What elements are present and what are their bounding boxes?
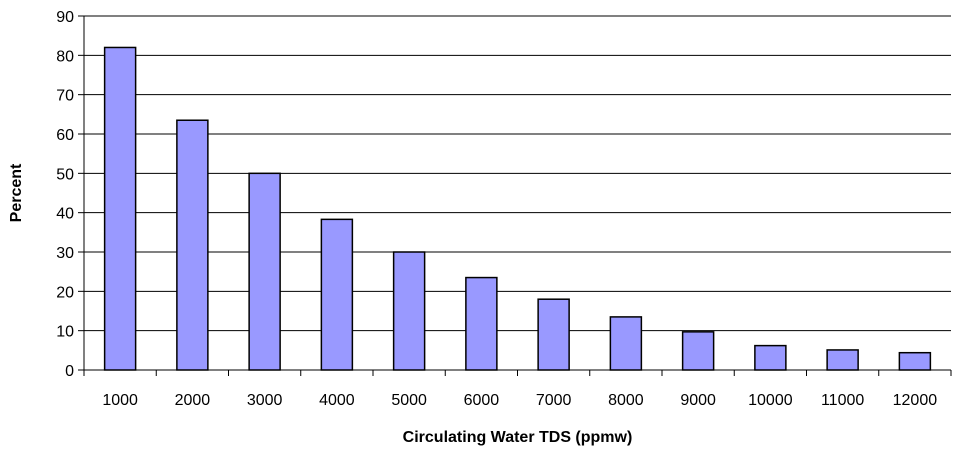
x-tick-labels: 1000 2000 3000 4000 5000 6000 7000 8000 9000 1000… — [102, 392, 937, 409]
x-axis-title: Circulating Water TDS (ppmw) — [403, 429, 633, 446]
bar-7000 — [538, 299, 569, 370]
bar-8000 — [610, 317, 641, 370]
y-tick-label-60: 60 — [56, 127, 74, 144]
y-tick-label-20: 20 — [56, 284, 74, 301]
bar-9000 — [683, 332, 714, 370]
x-tick-label-5000: 5000 — [391, 392, 427, 409]
gridlines — [84, 16, 951, 331]
x-tick-label-9000: 9000 — [680, 392, 716, 409]
x-tick-label-10000: 10000 — [748, 392, 793, 409]
y-tick-label-40: 40 — [56, 206, 74, 223]
y-tick-label-70: 70 — [56, 88, 74, 105]
x-tick-label-12000: 12000 — [893, 392, 938, 409]
bars — [105, 47, 931, 370]
y-tick-label-80: 80 — [56, 48, 74, 65]
y-tick-label-10: 10 — [56, 324, 74, 341]
y-tick-label-0: 0 — [65, 363, 74, 380]
x-tick-label-1000: 1000 — [102, 392, 138, 409]
x-tick-label-4000: 4000 — [319, 392, 355, 409]
bar-5000 — [394, 252, 425, 370]
x-tick-label-6000: 6000 — [464, 392, 500, 409]
bar-4000 — [321, 219, 352, 370]
bar-12000 — [899, 353, 930, 370]
bar-11000 — [827, 350, 858, 370]
x-tick-label-8000: 8000 — [608, 392, 644, 409]
y-tick-label-50: 50 — [56, 166, 74, 183]
y-axis-title: Percent — [8, 163, 25, 222]
y-tick-labels: 0 10 20 30 40 50 60 70 80 90 — [56, 9, 74, 380]
bar-1000 — [105, 47, 136, 370]
bar-6000 — [466, 278, 497, 370]
x-tick-label-7000: 7000 — [536, 392, 572, 409]
x-tick-label-3000: 3000 — [247, 392, 283, 409]
y-tick-label-90: 90 — [56, 9, 74, 26]
axes — [78, 16, 951, 376]
bar-3000 — [249, 173, 280, 370]
x-tick-label-2000: 2000 — [175, 392, 211, 409]
bar-10000 — [755, 346, 786, 370]
x-tick-label-11000: 11000 — [821, 392, 864, 409]
bar-2000 — [177, 120, 208, 370]
y-tick-label-30: 30 — [56, 245, 74, 262]
